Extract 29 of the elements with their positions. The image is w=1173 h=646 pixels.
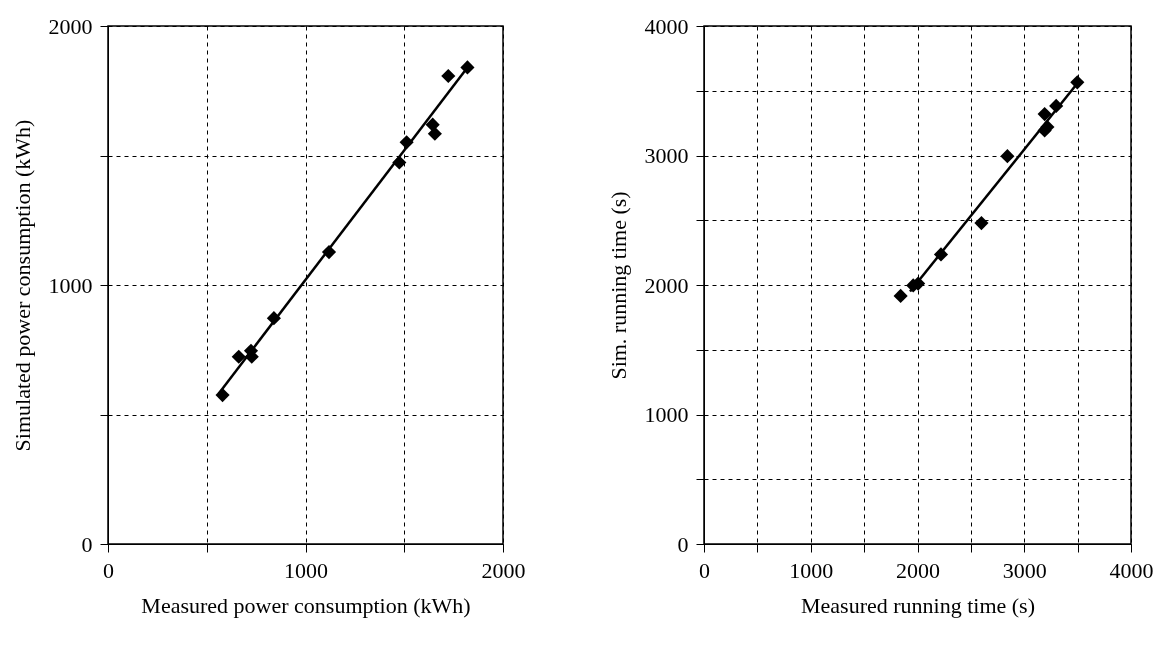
y-tick-label: 3000 [644, 143, 689, 168]
point [893, 288, 908, 303]
x-tick-label: 0 [699, 557, 710, 583]
x-axis-title: Measured running time (s) [801, 592, 1035, 618]
point [1000, 149, 1015, 164]
x-tick-label: 0 [103, 557, 114, 583]
x-axis-title: Measured power consumption (kWh) [141, 592, 471, 618]
point [427, 126, 442, 141]
y-tick-label: 0 [81, 531, 93, 557]
point [974, 216, 989, 231]
y-tick-label: 2000 [48, 13, 93, 39]
point [1037, 106, 1052, 122]
y-axis-title: Simulated power consumption (kWh) [9, 119, 35, 452]
x-tick-label: 2000 [481, 557, 526, 583]
x-tick-label: 2000 [896, 557, 940, 583]
x-tick-label: 4000 [1109, 557, 1154, 583]
point [231, 349, 246, 364]
y-axis-title: Sim. running time (s) [605, 191, 631, 380]
y-tick-label: 1000 [48, 272, 93, 298]
y-tick-label: 2000 [644, 272, 689, 298]
y-tick-label: 4000 [644, 13, 689, 39]
x-tick-label: 1000 [789, 557, 834, 583]
x-tick-label: 3000 [1002, 557, 1047, 583]
y-tick-label: 0 [677, 531, 689, 557]
point [1070, 75, 1085, 90]
point [441, 68, 456, 84]
y-tick-label: 1000 [644, 402, 689, 427]
point [460, 60, 475, 75]
x-tick-label: 1000 [284, 557, 328, 583]
